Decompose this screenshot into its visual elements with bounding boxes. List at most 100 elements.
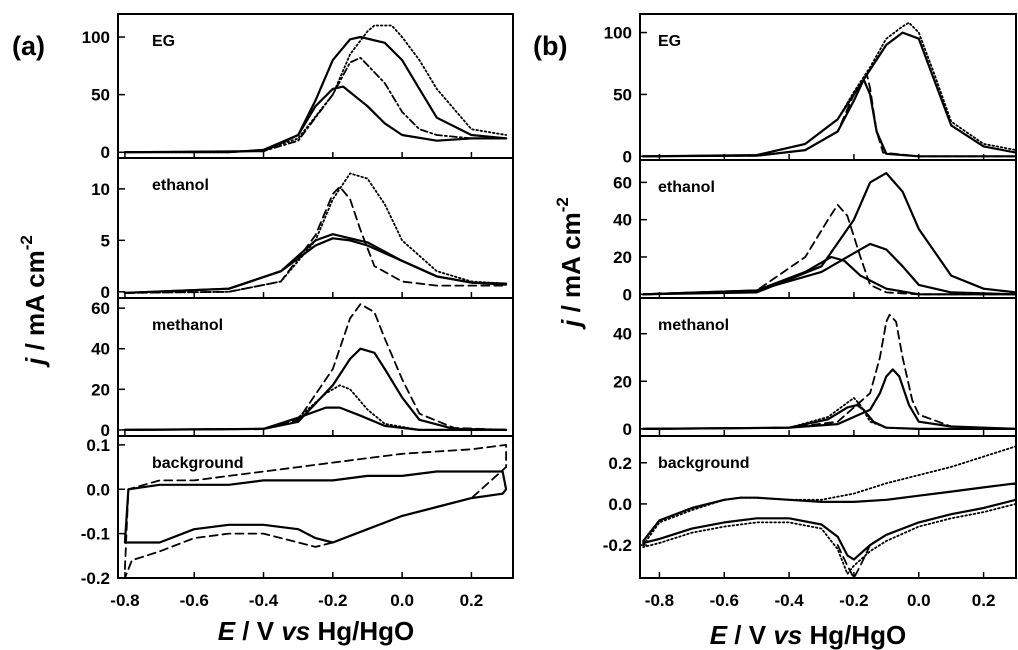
y-tick-label: 0: [101, 143, 110, 162]
x-axis-label-b: E / V vs Hg/HgO: [710, 620, 907, 650]
series-line-2: [124, 185, 507, 294]
y-tick-label: -0.1: [81, 525, 110, 544]
series-line-2: [642, 203, 1016, 296]
y-tick-label: -0.2: [81, 569, 110, 588]
x-label-reference: Hg/HgO: [802, 620, 906, 650]
series-line-2: [123, 347, 508, 431]
panel-b-label: (b): [533, 31, 567, 61]
x-tick-label: -0.4: [249, 591, 279, 610]
series-line-3: [642, 78, 1016, 158]
x-label-unit: / V: [727, 620, 773, 650]
y-label-unit: / mA cm: [20, 250, 50, 357]
subplot-ethanol: 0 20 40 60 ethanol: [613, 159, 1017, 304]
x-axis-label-a: E / V vs Hg/HgO: [218, 616, 415, 646]
series-line-3: [836, 544, 871, 578]
y-tick-label: 0.0: [86, 480, 110, 499]
y-tick-label: 0: [623, 147, 632, 166]
subplot-label: ethanol: [152, 177, 209, 194]
x-tick-label: -0.6: [180, 591, 209, 610]
y-label-exponent: -2: [17, 235, 36, 250]
series-line-4: [123, 237, 508, 294]
y-tick-label: 20: [613, 372, 632, 391]
y-tick-label: 100: [82, 28, 110, 47]
series-line-3: [124, 384, 507, 431]
subplot-eg: 0 50 100 EG: [604, 13, 1017, 166]
series-line-1: [123, 35, 508, 154]
series-line-4: [123, 406, 508, 431]
y-label-symbol: j: [20, 357, 50, 368]
y-tick-label: 50: [613, 85, 632, 104]
y-tick-label: 40: [613, 211, 632, 230]
subplot-ethanol: 0 5 10 ethanol: [91, 157, 514, 302]
x-tick-label: 0.2: [460, 591, 484, 610]
panel-a-label: (a): [12, 31, 45, 61]
y-label-symbol: j: [556, 319, 586, 330]
series-line-1: [642, 313, 1016, 430]
series-line-1: [642, 31, 1016, 158]
series-line-4: [642, 255, 1016, 296]
subplot-label: EG: [658, 33, 681, 50]
series-line-4: [642, 73, 1016, 158]
plot-frame: [117, 435, 514, 579]
x-tick-label: 0.0: [907, 591, 931, 610]
y-axis-label-a: j / mA cm-2: [17, 235, 50, 368]
panel-b: 0 50 100 EG 0 20 40 60 ethanol 0 20 40 methanol -0.2 0…: [603, 13, 1017, 610]
y-tick-label: 0.2: [608, 454, 632, 473]
series-line-3: [124, 56, 507, 154]
x-tick-label: 0.0: [390, 591, 414, 610]
x-label-vs: vs: [281, 616, 310, 646]
y-tick-label: 0: [101, 421, 110, 440]
x-label-vs: vs: [773, 620, 802, 650]
y-tick-label: 60: [613, 173, 632, 192]
y-tick-label: 40: [613, 325, 632, 344]
y-label-unit: / mA cm: [556, 212, 586, 319]
y-tick-label: 100: [604, 24, 632, 43]
y-tick-label: 20: [91, 380, 110, 399]
y-tick-label: 0.0: [608, 495, 632, 514]
subplot-background: -0.2 0.0 0.2 background: [603, 435, 1017, 579]
y-tick-label: 60: [91, 299, 110, 318]
x-label-reference: Hg/HgO: [310, 616, 414, 646]
y-tick-label: 10: [91, 180, 110, 199]
x-label-symbol: E: [218, 616, 236, 646]
subplot-label: methanol: [658, 317, 729, 334]
subplot-background: -0.2 -0.1 0.0 0.1 background: [81, 435, 514, 588]
series-line-1: [642, 482, 1016, 561]
x-tick-label: -0.6: [710, 591, 739, 610]
subplot-label: background: [658, 455, 750, 472]
y-axis-label-b: j / mA cm-2: [553, 197, 586, 330]
y-tick-label: 5: [101, 231, 110, 250]
x-tick-label: -0.8: [110, 591, 139, 610]
x-label-unit: / V: [235, 616, 281, 646]
x-tick-label: -0.2: [318, 591, 347, 610]
y-tick-label: 20: [613, 248, 632, 267]
series-line-4: [642, 404, 1016, 430]
series-line-2: [642, 368, 1016, 430]
series-line-2: [642, 21, 1016, 158]
subplot-label: ethanol: [658, 179, 715, 196]
y-tick-label: 0: [623, 420, 632, 439]
series-line-2: [124, 24, 507, 154]
subplot-eg: 0 50 100 EG: [82, 13, 514, 162]
series-line-4: [123, 85, 508, 154]
series-line-3: [123, 233, 508, 294]
subplot-label: methanol: [152, 317, 223, 334]
y-tick-label: 0.1: [86, 436, 110, 455]
x-label-symbol: E: [710, 620, 728, 650]
subplot-label: background: [152, 455, 244, 472]
x-tick-label: -0.2: [839, 591, 868, 610]
subplot-label: EG: [152, 33, 175, 50]
y-tick-label: 0: [101, 283, 110, 302]
series-line-1: [124, 303, 507, 431]
subplot-methanol: 0 20 40 60 methanol: [91, 297, 514, 440]
series-line-2: [124, 444, 507, 578]
series-line-1: [123, 470, 508, 544]
series-line-2: [642, 445, 1016, 575]
y-tick-label: 50: [91, 86, 110, 105]
y-tick-label: 0: [623, 285, 632, 304]
series-line-3: [642, 242, 1016, 296]
x-tick-label: 0.2: [972, 591, 996, 610]
x-tick-label: -0.4: [774, 591, 804, 610]
